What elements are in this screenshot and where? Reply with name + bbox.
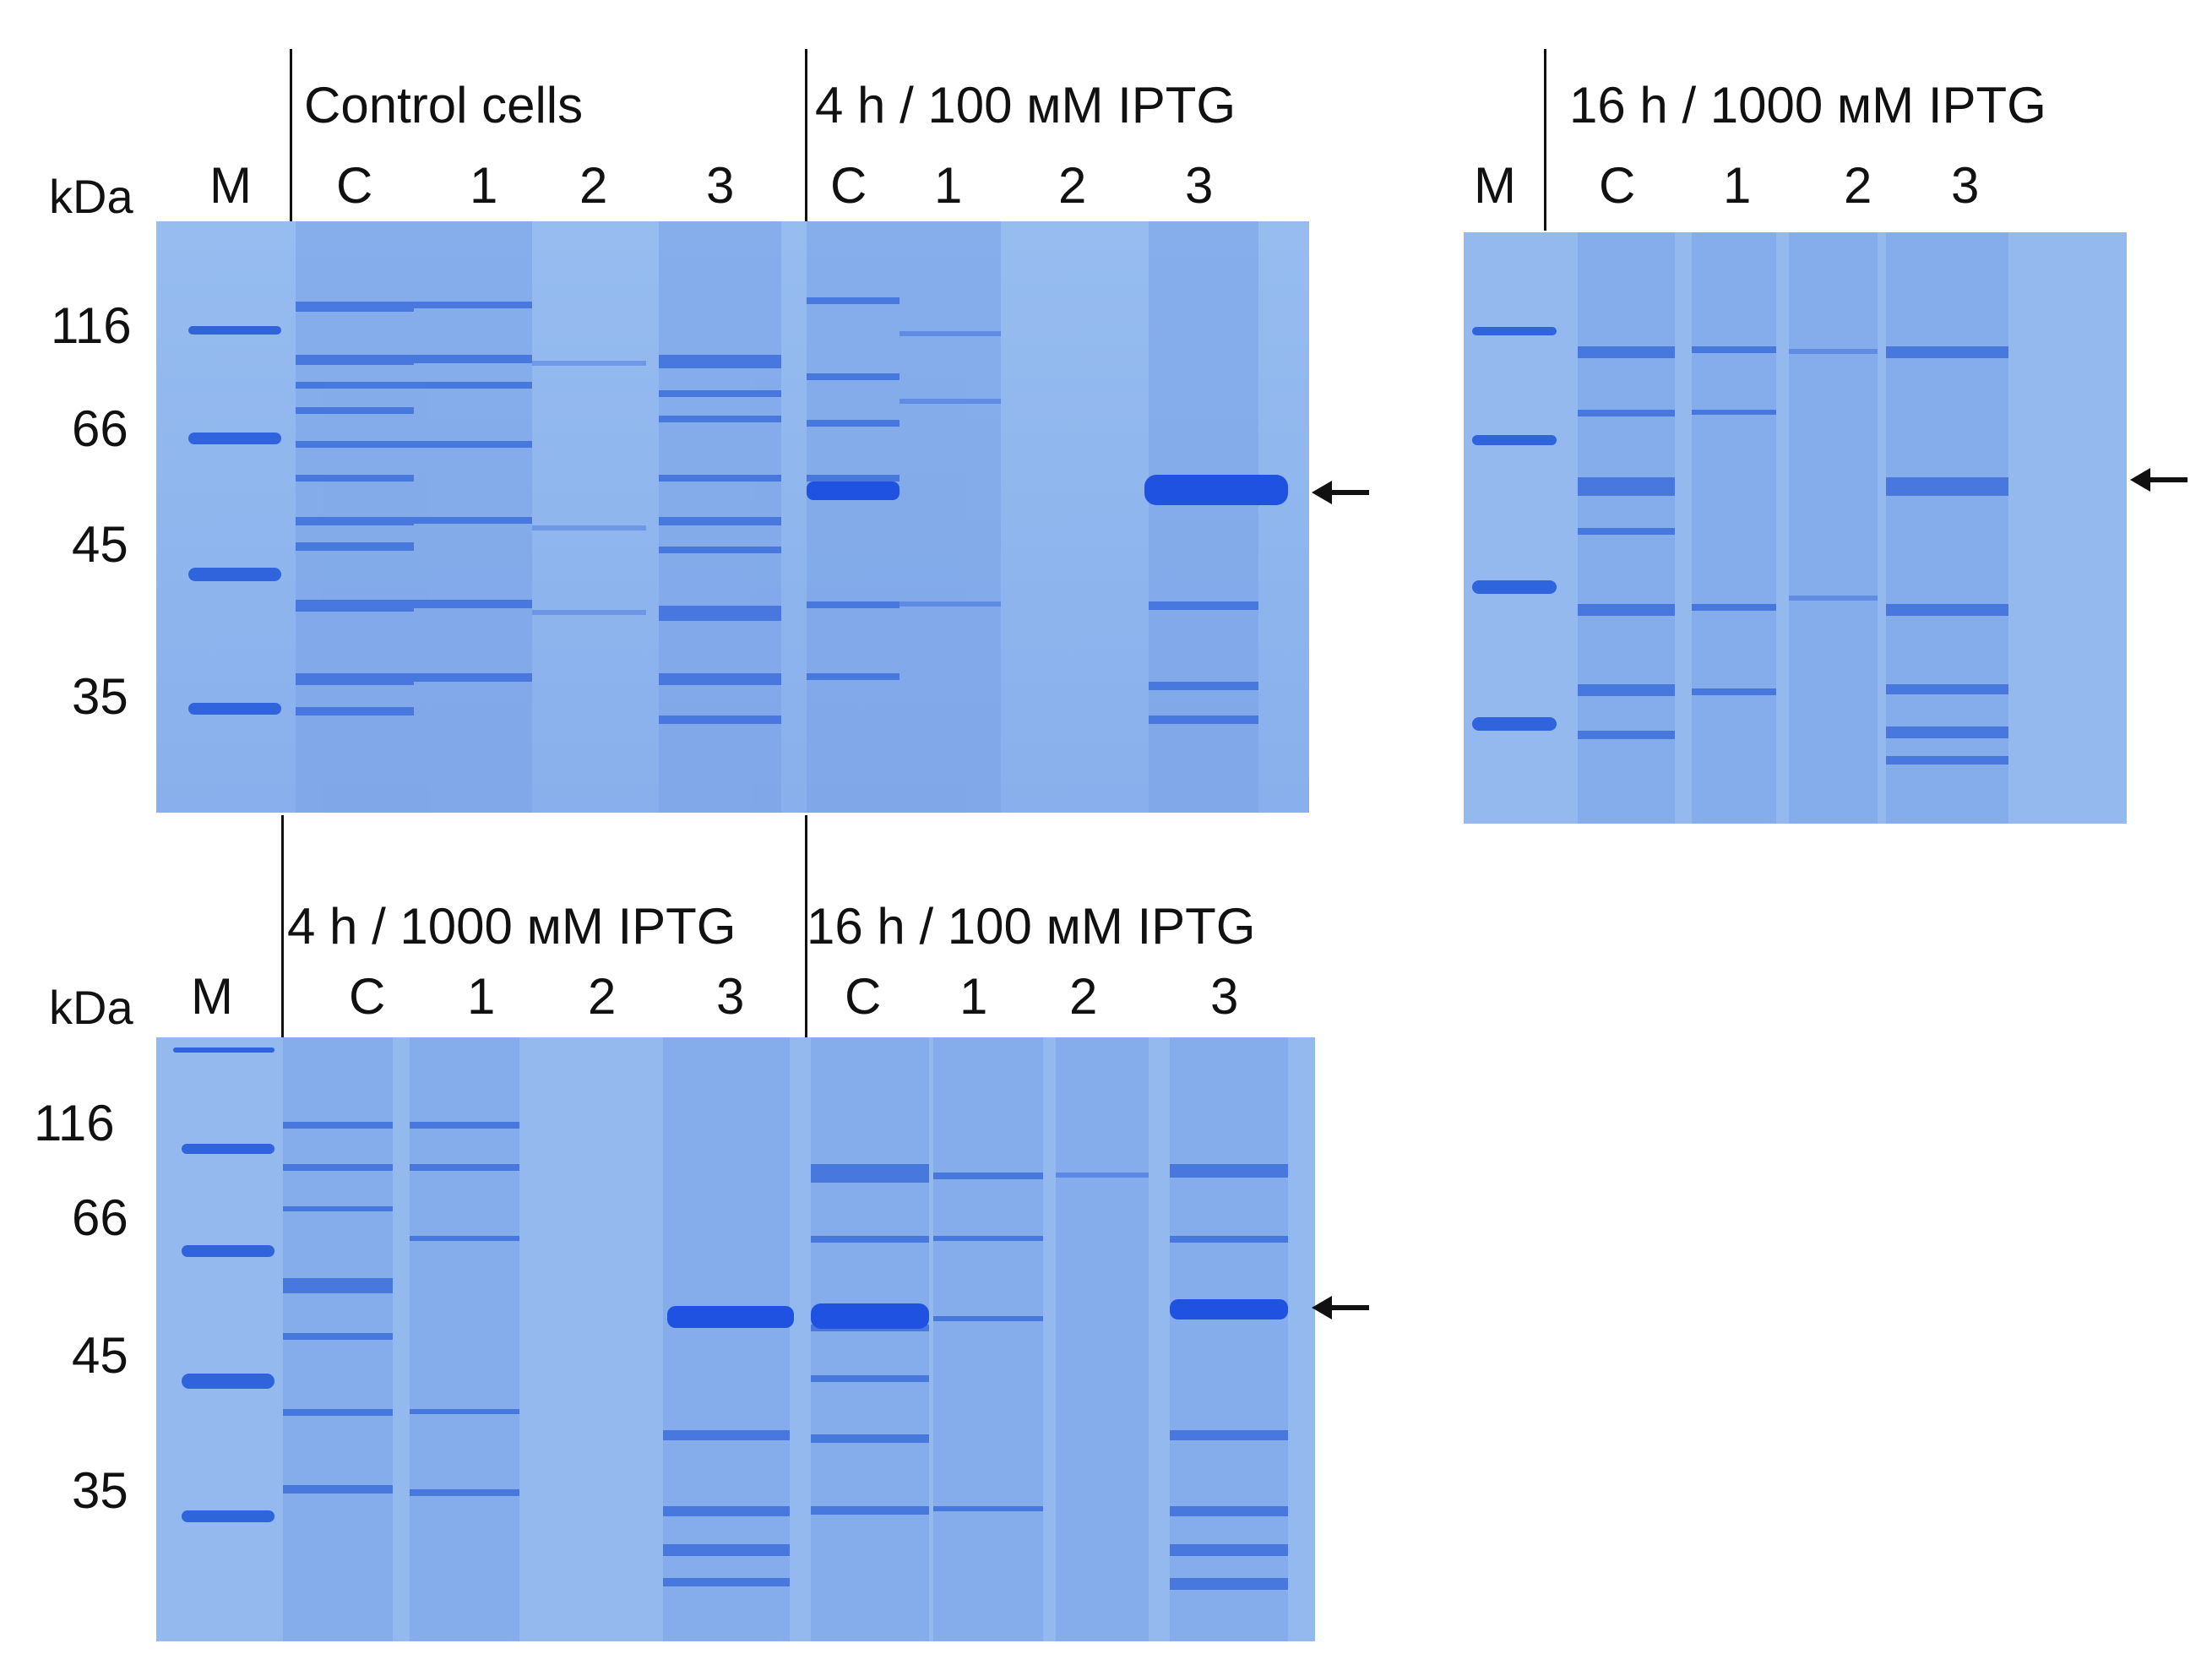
lane-label: C (845, 968, 882, 1025)
lane-divider (290, 49, 292, 222)
lane-divider (805, 49, 807, 222)
lane-label: 2 (588, 968, 617, 1025)
kda-label: kDa (49, 170, 133, 223)
arrow-icon (1312, 481, 1369, 504)
lane-label: C (830, 157, 867, 214)
lane-label: 2 (1069, 968, 1098, 1025)
lane-label-marker: M (191, 968, 233, 1025)
mw-label: 66 (72, 400, 128, 457)
lane-label: 3 (1210, 968, 1239, 1025)
mw-label: 35 (72, 668, 128, 725)
lane-label: 2 (579, 157, 608, 214)
gel-image-a (156, 221, 1309, 813)
condition-label-4h-1000: 4 h / 1000 мМ IPTG (287, 898, 736, 955)
lane-label: 3 (1951, 157, 1980, 214)
lane-divider (1544, 49, 1546, 231)
lane-label: 1 (470, 157, 498, 214)
lane-label: 1 (934, 157, 963, 214)
mw-label: 66 (72, 1189, 128, 1246)
lane-label-marker: M (1474, 157, 1516, 214)
lane-label: C (1599, 157, 1636, 214)
arrow-icon (1312, 1296, 1369, 1319)
lane-label: 3 (1185, 157, 1214, 214)
arrow-icon (2130, 468, 2188, 492)
mw-label: 116 (51, 297, 132, 354)
lane-label-marker: M (209, 157, 252, 214)
lane-label: 2 (1058, 157, 1087, 214)
lane-label: 1 (959, 968, 988, 1025)
mw-label: 116 (34, 1095, 115, 1151)
condition-label-16h-100: 16 h / 100 мМ IPTG (807, 898, 1256, 955)
gel-image-c (156, 1037, 1315, 1641)
mw-label: 45 (72, 1327, 128, 1384)
condition-label-4h-100: 4 h / 100 мМ IPTG (815, 77, 1236, 133)
lane-label: C (336, 157, 373, 214)
condition-label-16h-1000: 16 h / 1000 мМ IPTG (1569, 77, 2046, 133)
kda-label: kDa (49, 981, 133, 1034)
lane-divider (805, 815, 807, 1039)
mw-label: 35 (72, 1462, 128, 1519)
lane-label: 3 (716, 968, 745, 1025)
lane-divider (281, 815, 284, 1039)
condition-label-control-cells: Control cells (304, 77, 584, 133)
lane-label: C (349, 968, 386, 1025)
lane-label: 2 (1844, 157, 1872, 214)
lane-label: 1 (467, 968, 496, 1025)
lane-label: 1 (1723, 157, 1752, 214)
gel-image-b (1464, 232, 2127, 824)
lane-label: 3 (706, 157, 735, 214)
mw-label: 45 (72, 516, 128, 573)
